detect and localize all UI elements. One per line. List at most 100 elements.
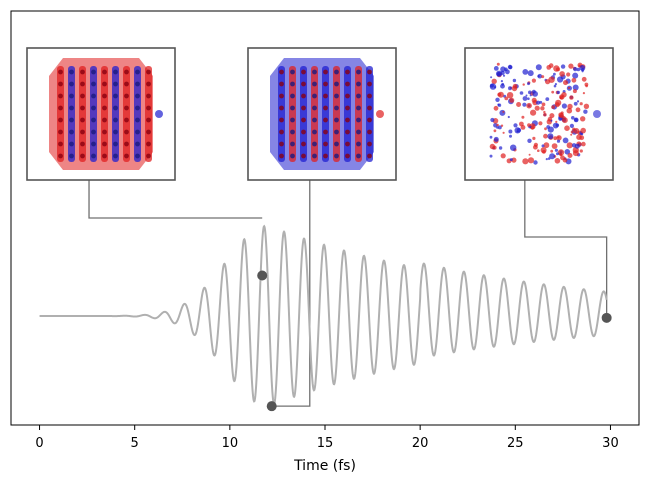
isosurface-blob: [102, 129, 107, 135]
isosurface-speck: [526, 102, 532, 109]
isosurface-speck: [566, 142, 573, 149]
isosurface-blob: [367, 93, 372, 99]
isosurface-stripe: [134, 66, 141, 162]
isosurface-blob: [69, 153, 74, 159]
isosurface-speck: [553, 72, 556, 76]
isosurface-speck: [569, 123, 575, 128]
isosurface-blob: [69, 105, 74, 111]
isosurface-speck: [511, 85, 518, 92]
isosurface-blob: [334, 153, 339, 159]
isosurface-speck: [522, 102, 527, 107]
series-layer: [39, 224, 608, 406]
connector-line: [524, 180, 608, 318]
isosurface-blob: [301, 117, 306, 123]
isosurface-blob: [279, 81, 284, 87]
isosurface-speck: [576, 100, 580, 103]
isosurface-speck: [581, 76, 587, 82]
isosurface-speck: [522, 96, 528, 101]
isosurface-speck: [573, 101, 578, 106]
isosurface-blob: [58, 93, 63, 99]
isosurface-blob: [124, 117, 129, 123]
isosurface-blob: [367, 141, 372, 147]
isosurface-blob: [356, 69, 361, 75]
isosurface-speck: [527, 82, 530, 86]
isosurface-speck: [581, 141, 586, 147]
isosurface-blob: [312, 117, 317, 123]
isosurface-blob: [279, 129, 284, 135]
highlight-point: [266, 401, 277, 412]
isosurface-blob: [345, 153, 350, 159]
isosurface-speck: [575, 107, 581, 113]
isosurface-speck: [493, 129, 497, 133]
isosurface-speck: [557, 136, 560, 139]
isosurface-blob: [301, 81, 306, 87]
isosurface-blob: [91, 105, 96, 111]
isosurface-speck: [498, 146, 503, 150]
isosurface-speck: [562, 117, 568, 124]
isosurface-blob: [323, 81, 328, 87]
isosurface-blob: [334, 141, 339, 147]
x-tick-label: 5: [131, 436, 139, 451]
isosurface-speck: [563, 80, 568, 86]
isosurface-blob: [102, 153, 107, 159]
isosurface-speck: [545, 158, 548, 161]
isosurface-blob: [279, 69, 284, 75]
isosurface-speck: [579, 149, 583, 153]
isosurface-blob: [367, 81, 372, 87]
isosurface-speck: [571, 116, 575, 120]
isosurface-speck: [536, 100, 541, 105]
isosurface-blob: [290, 117, 295, 123]
isosurface-speck: [531, 97, 537, 103]
isosurface-speck: [546, 65, 552, 70]
highlight-points: [257, 270, 612, 412]
isosurface-blob: [102, 93, 107, 99]
isosurface-speck: [509, 158, 513, 162]
isosurface-speck: [550, 119, 553, 122]
isosurface-speck: [556, 90, 560, 95]
isosurface-speck: [569, 95, 574, 100]
isosurface-blob: [124, 69, 129, 75]
isosurface-speck: [543, 142, 550, 149]
isosurface-speck: [538, 121, 543, 126]
isosurface-stripe: [344, 66, 351, 162]
isosurface-speck: [500, 80, 503, 83]
isosurface-stripe: [79, 66, 86, 162]
isosurface-blob: [80, 129, 85, 135]
isosurface-blob: [102, 81, 107, 87]
isosurface-blob: [301, 129, 306, 135]
isosurface-blob: [124, 93, 129, 99]
isosurface-stripe: [145, 66, 152, 162]
isosurface-blob: [356, 81, 361, 87]
isosurface-speck: [540, 106, 545, 111]
isosurface-speck: [574, 118, 578, 122]
isosurface-speck: [493, 123, 498, 128]
isosurface-speck: [511, 157, 517, 163]
isosurface-speck: [529, 94, 532, 97]
isosurface-speck: [497, 92, 502, 97]
x-tick-label: 20: [412, 436, 429, 451]
isosurface-blob: [146, 129, 151, 135]
isosurface-speck: [570, 130, 574, 134]
isosurface-speck: [567, 153, 573, 158]
isosurface-blob: [367, 117, 372, 123]
x-tick-label: 0: [35, 436, 43, 451]
isosurface-blob: [58, 105, 63, 111]
isosurface-blob: [279, 141, 284, 147]
isosurface-blob: [135, 105, 140, 111]
isosurface-blob: [146, 141, 151, 147]
isosurface-blob: [312, 141, 317, 147]
isosurface-speck: [489, 135, 493, 139]
isosurface-blob: [323, 153, 328, 159]
isosurface-speck: [516, 128, 522, 133]
isosurface-blob: [146, 69, 151, 75]
isosurface-speck: [554, 83, 558, 86]
isosurface-speck: [561, 103, 568, 109]
isosurface-speck: [546, 125, 551, 129]
isosurface-speck: [521, 115, 525, 119]
isosurface-speck: [564, 149, 571, 155]
isosurface-speck: [560, 64, 566, 69]
density-snapshot-inset: [464, 47, 614, 181]
isosurface-blob: [69, 93, 74, 99]
isosurface-blob: [290, 93, 295, 99]
isosurface-stripe: [123, 66, 130, 162]
